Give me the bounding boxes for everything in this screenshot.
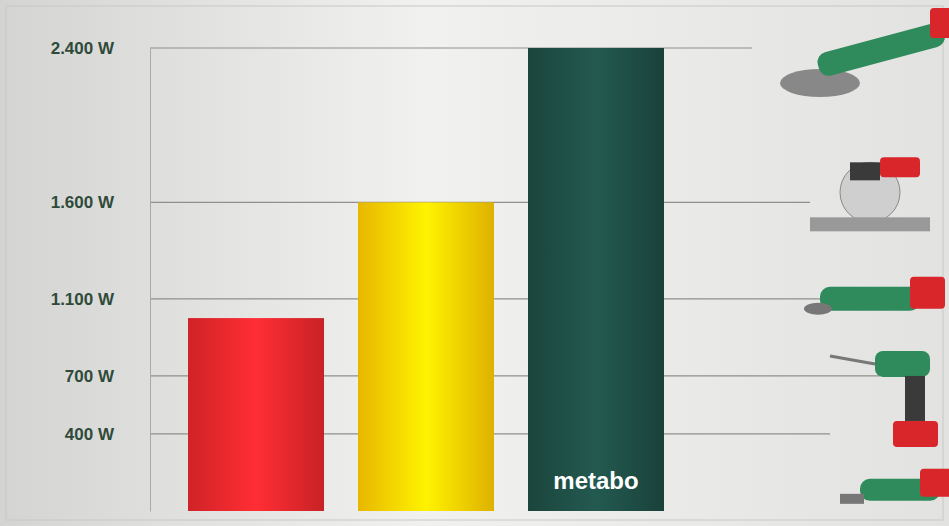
bar bbox=[528, 48, 664, 511]
chart: 400 W 700 W 1.100 W 1.600 W 2.400 W metabo bbox=[0, 0, 949, 526]
bar bbox=[358, 202, 494, 511]
bar bbox=[188, 318, 324, 511]
frame bbox=[6, 6, 943, 520]
tick: 400 W bbox=[65, 425, 150, 444]
tool-big-grinder bbox=[780, 8, 949, 97]
tick: 1.100 W bbox=[51, 290, 150, 309]
tool-part bbox=[780, 69, 860, 97]
tool-part bbox=[804, 303, 832, 315]
bars bbox=[188, 48, 664, 511]
background bbox=[0, 0, 949, 526]
tool-part bbox=[850, 162, 880, 180]
tick-label: 400 W bbox=[65, 425, 115, 444]
tool-saw bbox=[810, 157, 930, 231]
tool-part bbox=[840, 494, 864, 504]
tick-label: 700 W bbox=[65, 367, 115, 386]
tool-grinder bbox=[804, 277, 945, 315]
tick-label: 1.600 W bbox=[51, 193, 115, 212]
axis-line bbox=[150, 49, 151, 512]
tool-part bbox=[905, 376, 925, 421]
tool-part bbox=[875, 351, 930, 377]
tool-part bbox=[815, 21, 947, 78]
annotation: metabo bbox=[553, 467, 638, 494]
tick: 700 W bbox=[65, 367, 150, 386]
tick-label: 2.400 W bbox=[51, 39, 115, 58]
tool-part bbox=[930, 8, 949, 38]
tick: 1.600 W bbox=[51, 193, 150, 212]
tool-part bbox=[910, 277, 945, 309]
tool-part bbox=[893, 421, 938, 447]
tool-multi bbox=[840, 469, 949, 504]
tool-part bbox=[810, 217, 930, 231]
tool-part bbox=[880, 157, 920, 177]
y-axis: 400 W 700 W 1.100 W 1.600 W 2.400 W bbox=[51, 39, 151, 512]
tick-label: 1.100 W bbox=[51, 290, 115, 309]
tool-icons bbox=[780, 8, 949, 504]
tool-part bbox=[920, 469, 949, 497]
tool-part bbox=[820, 287, 920, 311]
tick: 2.400 W bbox=[51, 39, 150, 58]
tool-part bbox=[830, 356, 875, 364]
tool-drill bbox=[830, 351, 938, 447]
